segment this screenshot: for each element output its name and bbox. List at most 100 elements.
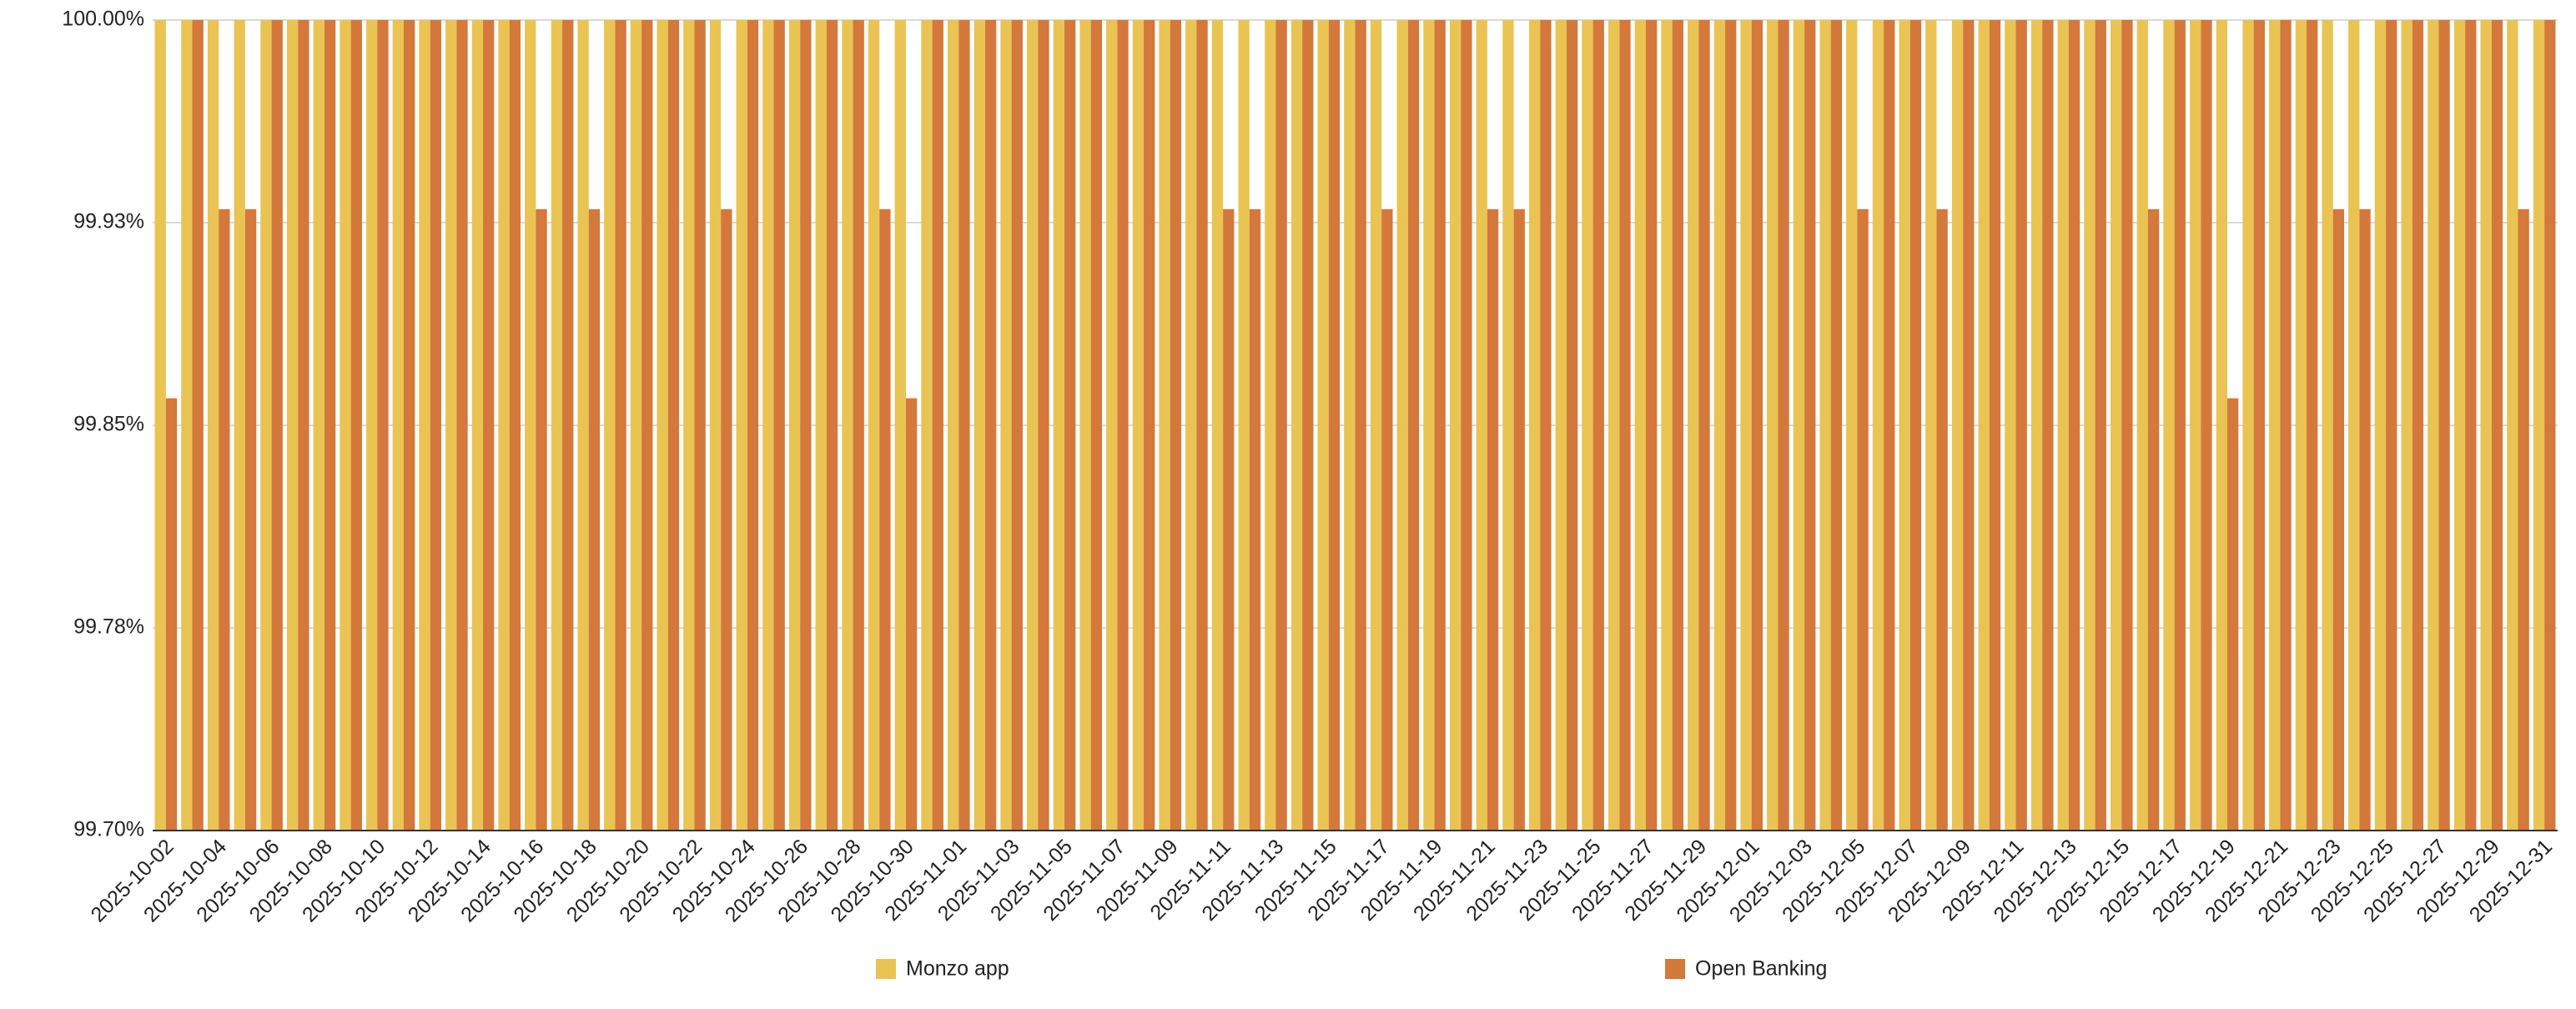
bar [2242, 20, 2254, 831]
bar [1196, 20, 1208, 831]
bar [2095, 20, 2106, 831]
bar [1291, 20, 1303, 831]
bar [2005, 20, 2016, 831]
bar [181, 20, 193, 831]
bar [1117, 20, 1129, 831]
bar [641, 20, 653, 831]
bar [286, 20, 299, 831]
y-tick-label: 99.78% [73, 615, 144, 639]
bar [1513, 208, 1525, 831]
bar [1963, 20, 1975, 831]
bar [2307, 20, 2318, 831]
y-tick-label: 99.70% [73, 818, 144, 841]
bar [2348, 20, 2360, 831]
bar [1011, 20, 1023, 831]
bar [2015, 20, 2027, 831]
bar [1846, 20, 1858, 831]
bar [1027, 20, 1039, 831]
bar [1899, 20, 1910, 831]
legend-swatch [1665, 959, 1685, 979]
bar [1778, 20, 1789, 831]
bar [1592, 20, 1604, 831]
bar [2332, 208, 2345, 831]
bar [1936, 208, 1948, 831]
bar [1407, 20, 1420, 831]
bar [1000, 20, 1012, 831]
bar [1608, 20, 1620, 831]
bar [1978, 20, 1990, 831]
bar [377, 20, 389, 831]
bar [192, 20, 204, 831]
bar [815, 20, 827, 831]
bar [667, 20, 680, 831]
bar [2201, 20, 2212, 831]
bar [2322, 20, 2333, 831]
bar [1328, 20, 1341, 831]
bar [2401, 20, 2412, 831]
bar [1381, 208, 1393, 831]
bar [1461, 20, 1472, 831]
legend-swatch [876, 959, 896, 979]
bar [1038, 20, 1049, 831]
bar [630, 20, 642, 831]
bar [1661, 20, 1673, 831]
bar [1144, 20, 1155, 831]
bar [1449, 20, 1462, 831]
bar [1909, 20, 1922, 831]
bar [392, 20, 404, 831]
bar [2042, 20, 2054, 831]
bar [2491, 20, 2503, 831]
bar [2136, 20, 2148, 831]
bar [1211, 20, 1224, 831]
legend-label: Open Banking [1695, 957, 1827, 981]
bar [1884, 20, 1895, 831]
bar [271, 20, 283, 831]
bar [1830, 20, 1843, 831]
bar [2374, 20, 2387, 831]
bar [842, 20, 853, 831]
bar [683, 20, 695, 831]
bar [879, 208, 891, 831]
bar [340, 20, 351, 831]
bar [2544, 20, 2556, 831]
bar [1064, 20, 1076, 831]
bar [1487, 208, 1499, 831]
bar [1528, 20, 1541, 831]
bar [1857, 208, 1869, 831]
bar [1355, 20, 1366, 831]
bar [2216, 20, 2227, 831]
bar [2295, 20, 2307, 831]
bar [2147, 208, 2160, 831]
bar [483, 20, 495, 831]
bar [762, 20, 774, 831]
bar [1434, 20, 1446, 831]
bar [1265, 20, 1276, 831]
bar [826, 20, 838, 831]
bar [932, 20, 943, 831]
bar [456, 20, 468, 831]
bar [853, 20, 864, 831]
bar [419, 20, 430, 831]
bar [2480, 20, 2492, 831]
bar [313, 20, 325, 831]
bar [1555, 20, 1567, 831]
bar [588, 208, 601, 831]
bar [615, 20, 626, 831]
bar [1767, 20, 1779, 831]
bar [974, 20, 985, 831]
bar [2226, 398, 2239, 831]
bar [551, 20, 563, 831]
bar [1396, 20, 1408, 831]
bar [2412, 20, 2424, 831]
bar [905, 398, 918, 831]
bar [1079, 20, 1091, 831]
bar [430, 20, 441, 831]
bar [403, 20, 415, 831]
bar [894, 20, 906, 831]
bar [1740, 20, 1752, 831]
bar [1106, 20, 1118, 831]
bar [2507, 20, 2518, 831]
bar [1302, 20, 1314, 831]
bar [2438, 20, 2450, 831]
bar [2174, 20, 2186, 831]
